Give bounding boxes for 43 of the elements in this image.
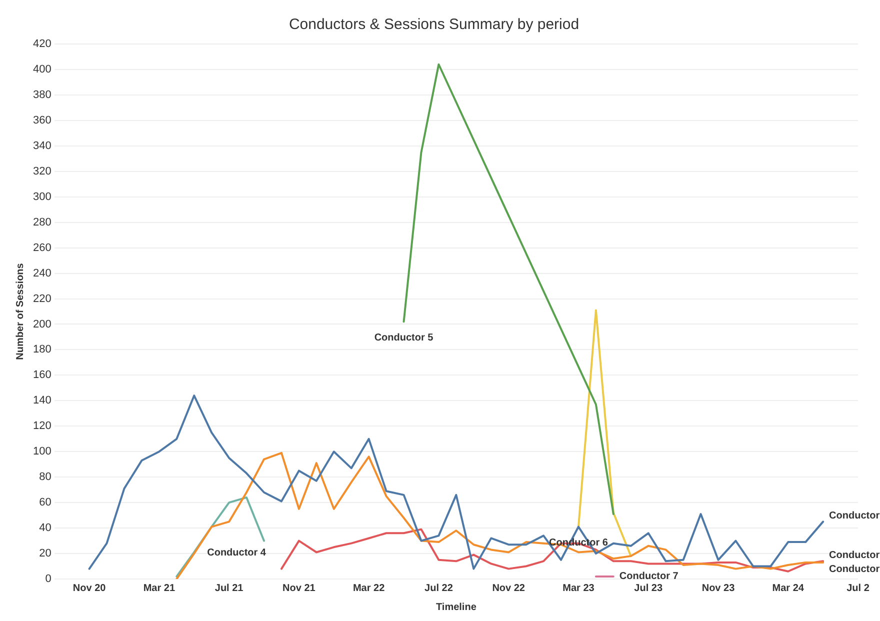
series-label: Conductor [829, 564, 880, 575]
y-tick-label: 140 [32, 394, 52, 407]
series-label: Conductor [829, 510, 880, 522]
y-tick-label: 420 [32, 38, 52, 50]
x-tick-label: Jul 22 [424, 582, 454, 594]
y-tick-label: 240 [32, 267, 52, 280]
x-tick-label: Nov 21 [282, 582, 316, 594]
series-label: Conductor 4 [207, 548, 266, 559]
x-axis-title: Timeline [436, 602, 477, 613]
y-tick-label: 280 [32, 216, 52, 228]
y-tick-label: 40 [39, 522, 52, 534]
y-tick-label: 220 [32, 292, 52, 305]
y-tick-label: 360 [32, 114, 52, 126]
x-tick-label: Jul 23 [634, 582, 663, 594]
series-label: Conductor [829, 550, 880, 561]
x-tick-label: Nov 22 [492, 582, 526, 594]
y-tick-label: 160 [32, 369, 52, 382]
y-tick-label: 300 [32, 190, 52, 203]
x-tick-label: Nov 23 [702, 582, 736, 594]
y-tick-label: 100 [32, 446, 52, 458]
y-tick-label: 260 [32, 242, 52, 254]
y-axis-title: Number of Sessions [14, 262, 26, 360]
y-tick-label: 180 [32, 344, 52, 356]
series-label: Conductor 7 [619, 571, 679, 582]
x-tick-label: Jul 2 [846, 582, 870, 594]
y-tick-label: 80 [39, 471, 52, 484]
y-tick-label: 400 [32, 64, 52, 76]
chart-title: Conductors & Sessions Summary by period [288, 16, 580, 34]
y-tick-label: 0 [45, 573, 52, 586]
series-label: Conductor 5 [374, 332, 434, 344]
y-tick-label: 340 [32, 140, 52, 152]
x-tick-label: Nov 20 [72, 582, 106, 594]
y-tick-label: 320 [32, 165, 52, 178]
y-tick-label: 120 [32, 420, 52, 432]
y-tick-label: 20 [39, 548, 52, 560]
y-tick-label: 380 [32, 88, 52, 101]
x-tick-label: Jul 21 [214, 582, 244, 594]
x-tick-label: Mar 24 [772, 582, 804, 594]
x-tick-label: Mar 23 [562, 582, 595, 594]
x-tick-label: Mar 21 [143, 582, 176, 594]
x-tick-label: Mar 22 [352, 582, 386, 594]
y-tick-label: 200 [32, 318, 52, 330]
y-tick-label: 60 [39, 496, 52, 509]
